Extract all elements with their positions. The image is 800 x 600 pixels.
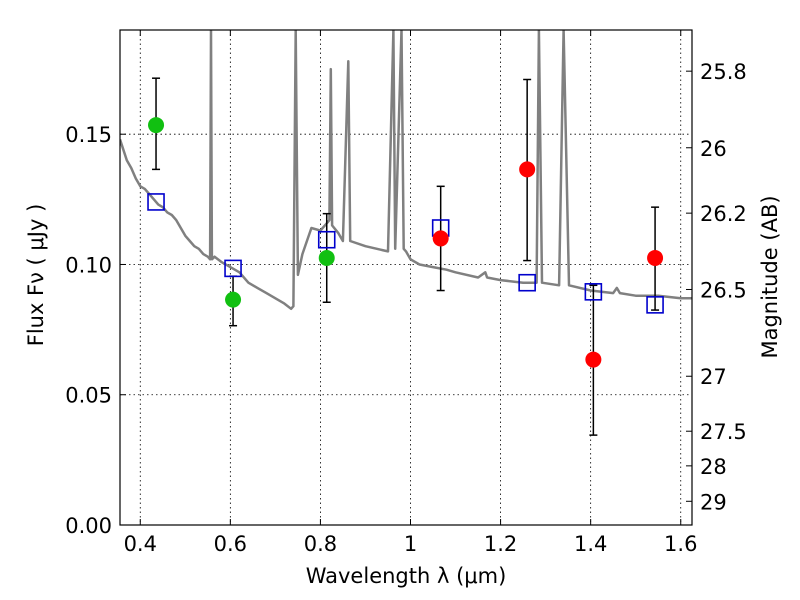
model-photometry-layer <box>147 193 664 314</box>
observed-nir-point <box>585 351 602 368</box>
x-tick-label: 1.4 <box>574 532 607 556</box>
model-photometry-point <box>518 273 536 292</box>
x-tick-label: 1.6 <box>664 532 697 556</box>
observed-nir-point <box>519 161 536 178</box>
model-photometry-point <box>317 230 336 249</box>
mag-tick-label: 26.5 <box>700 278 747 302</box>
y-tick-label: 0.05 <box>65 384 112 408</box>
mag-tick-label: 29 <box>700 490 727 514</box>
y-tick-label: 0.00 <box>65 514 112 538</box>
model-photometry-point <box>224 259 242 278</box>
mag-tick-label: 26.2 <box>700 202 747 226</box>
y-axis-title: Flux Fν ( μJy ) <box>24 204 48 347</box>
mag-tick-label: 27 <box>700 365 727 389</box>
model-photometry-point <box>147 193 165 211</box>
x-tick-label: 0.6 <box>214 532 247 556</box>
model-photometry-point <box>646 296 664 314</box>
plot-frame <box>119 29 693 526</box>
mag-tick-label: 28 <box>700 455 727 479</box>
observed-points-layer <box>148 117 664 368</box>
y-tick-label: 0.10 <box>65 253 112 277</box>
mag-tick-label: 27.5 <box>700 420 747 444</box>
observed-optical-point <box>318 249 335 266</box>
x-tick-label: 0.4 <box>124 532 157 556</box>
observed-optical-point <box>225 291 242 308</box>
axis-ticks: 0.4 0.6 0.8 1 1.2 1.4 1.6 0.00 0.05 0.10 0.15 25.8 2… <box>65 30 747 556</box>
observed-nir-point <box>647 249 664 266</box>
model-spectrum-line <box>120 30 692 311</box>
x-axis-title: Wavelength λ (μm) <box>306 564 507 588</box>
y2-axis-title: Magnitude (AB) <box>758 195 782 358</box>
model-spectrum-layer <box>120 30 692 311</box>
x-tick-label: 1 <box>404 532 417 556</box>
x-tick-label: 1.2 <box>484 532 517 556</box>
model-photometry-point <box>584 283 603 301</box>
mag-tick-label: 26 <box>700 137 727 161</box>
observed-nir-point <box>432 230 449 247</box>
grid-lines <box>120 30 692 526</box>
observed-optical-point <box>148 117 165 134</box>
error-bars-layer <box>152 77 660 436</box>
mag-tick-label: 25.8 <box>700 60 747 84</box>
x-tick-label: 0.8 <box>304 532 337 556</box>
y-tick-label: 0.15 <box>65 123 112 147</box>
